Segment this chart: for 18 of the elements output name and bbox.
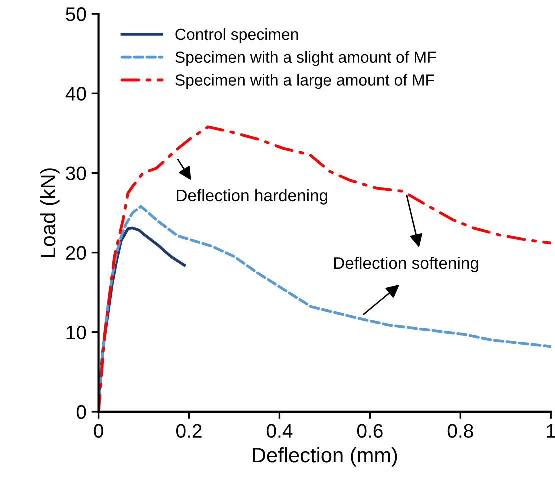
x-tick-label: 0.8 bbox=[448, 424, 474, 438]
y-tick-label: 50 bbox=[66, 8, 86, 22]
x-tick-label: 0.6 bbox=[357, 424, 383, 438]
x-tick-label: 0.2 bbox=[176, 424, 202, 438]
x-tick-label: 0 bbox=[94, 424, 104, 438]
y-tick-label: 40 bbox=[66, 87, 86, 101]
y-axis-title: Load (kN) bbox=[40, 168, 60, 258]
legend-label: Control specimen bbox=[176, 28, 298, 44]
annotation: Deflection hardening bbox=[177, 189, 328, 205]
y-tick-label: 20 bbox=[66, 246, 86, 260]
y-tick-label: 30 bbox=[66, 166, 86, 180]
x-axis-title: Deflection (mm) bbox=[253, 447, 398, 467]
legend-label: Specimen with a slight amount of MF bbox=[176, 51, 436, 66]
annotation: Deflection softening bbox=[334, 256, 478, 273]
legend-label: Specimen with a large amount of MF bbox=[176, 74, 434, 90]
x-tick-label: 0.4 bbox=[266, 424, 293, 438]
y-tick-label: 0 bbox=[76, 405, 86, 420]
y-tick-label: 10 bbox=[66, 326, 86, 340]
